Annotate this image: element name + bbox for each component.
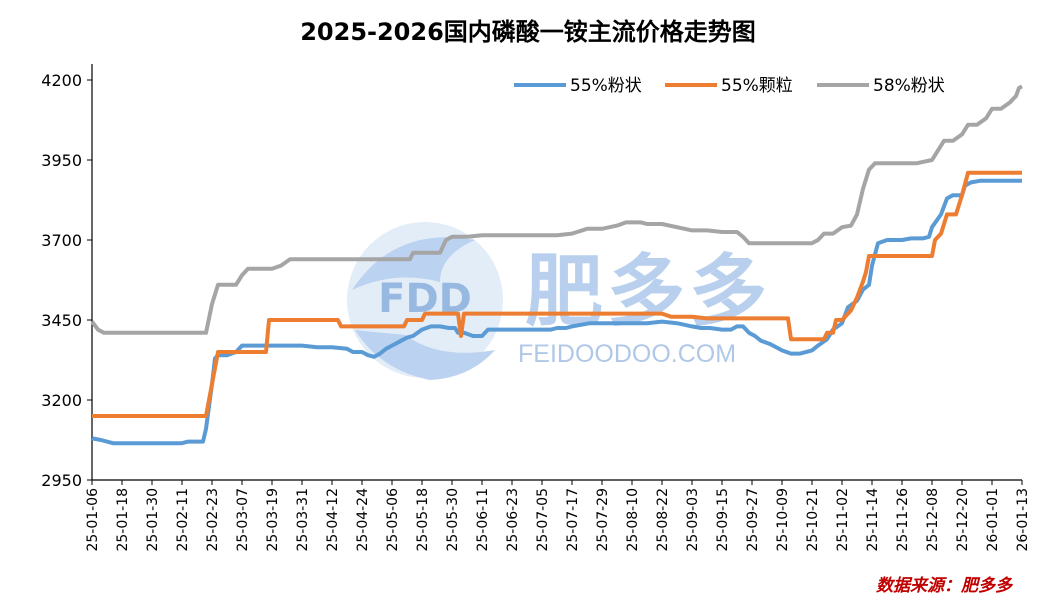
legend-label-58-powder: 58%粉状: [873, 76, 945, 96]
x-tick-label: 25-03-07: [235, 488, 251, 552]
x-tick-label: 25-03-19: [265, 488, 281, 552]
y-tick-label: 3450: [41, 311, 82, 330]
y-tick-label: 3950: [41, 151, 82, 170]
x-tick-label: 25-08-10: [625, 488, 641, 552]
x-tick-label: 25-08-22: [655, 488, 671, 552]
x-tick-label: 25-12-20: [955, 488, 971, 552]
x-tick-label: 25-02-23: [205, 488, 221, 552]
x-axis-ticks: 25-01-06 25-01-18 25-01-30 25-02-11 25-02-23…: [85, 480, 1031, 552]
x-tick-label: 25-07-17: [565, 488, 581, 552]
y-tick-label: 3700: [41, 231, 82, 250]
x-tick-label: 25-11-26: [895, 488, 911, 552]
x-tick-label: 25-06-23: [505, 488, 521, 552]
series-lines: [90, 84, 1023, 446]
x-tick-label: 25-01-06: [85, 488, 101, 552]
x-tick-label: 25-01-30: [145, 488, 161, 552]
x-tick-label: 25-01-18: [115, 488, 131, 552]
legend: 55%粉状 55%颗粒 58%粉状: [514, 76, 945, 96]
x-tick-label: 25-05-18: [415, 488, 431, 552]
chart-title: 2025-2026国内磷酸一铵主流价格走势图: [300, 18, 756, 46]
y-tick-label: 3200: [41, 391, 82, 410]
watermark-brand-en: FEIDOODOO.COM: [518, 340, 736, 368]
watermark: FDD 肥多多 FEIDOODOO.COM: [347, 222, 767, 380]
x-tick-label: 25-09-27: [745, 488, 761, 552]
x-tick-label: 25-06-11: [475, 488, 491, 552]
x-tick-label: 26-01-13: [1015, 488, 1031, 552]
x-tick-label: 25-05-30: [445, 488, 461, 552]
x-tick-label: 25-12-08: [925, 488, 941, 552]
x-tick-label: 25-05-06: [385, 488, 401, 552]
series-line-1: [92, 170, 1022, 418]
x-tick-label: 25-04-12: [325, 488, 341, 552]
y-tick-label: 2950: [41, 471, 82, 490]
x-tick-label: 25-07-29: [595, 488, 611, 552]
x-tick-label: 25-11-14: [865, 488, 881, 552]
legend-item-55-powder: 55%粉状: [514, 76, 642, 96]
x-tick-label: 25-04-24: [355, 488, 371, 552]
legend-item-58-powder: 58%粉状: [817, 76, 945, 96]
x-tick-label: 25-02-11: [175, 488, 191, 552]
x-tick-label: 25-11-02: [835, 488, 851, 552]
legend-label-55-granule: 55%颗粒: [721, 76, 793, 96]
source-note: 数据来源：肥多多: [876, 576, 1014, 596]
x-tick-label: 25-10-09: [775, 488, 791, 552]
legend-label-55-powder: 55%粉状: [570, 76, 642, 96]
y-tick-label: 4200: [41, 71, 82, 90]
x-tick-label: 25-10-21: [805, 488, 821, 552]
x-tick-label: 25-09-15: [715, 488, 731, 552]
y-axis-ticks: 2950 3200 3450 3700 3950 4200: [41, 71, 92, 490]
x-tick-label: 25-03-31: [295, 488, 311, 552]
series-line-2: [90, 84, 1023, 335]
x-tick-label: 25-09-03: [685, 488, 701, 552]
x-tick-label: 26-01-01: [985, 488, 1001, 552]
legend-item-55-granule: 55%颗粒: [665, 76, 793, 96]
x-tick-label: 25-07-05: [535, 488, 551, 552]
